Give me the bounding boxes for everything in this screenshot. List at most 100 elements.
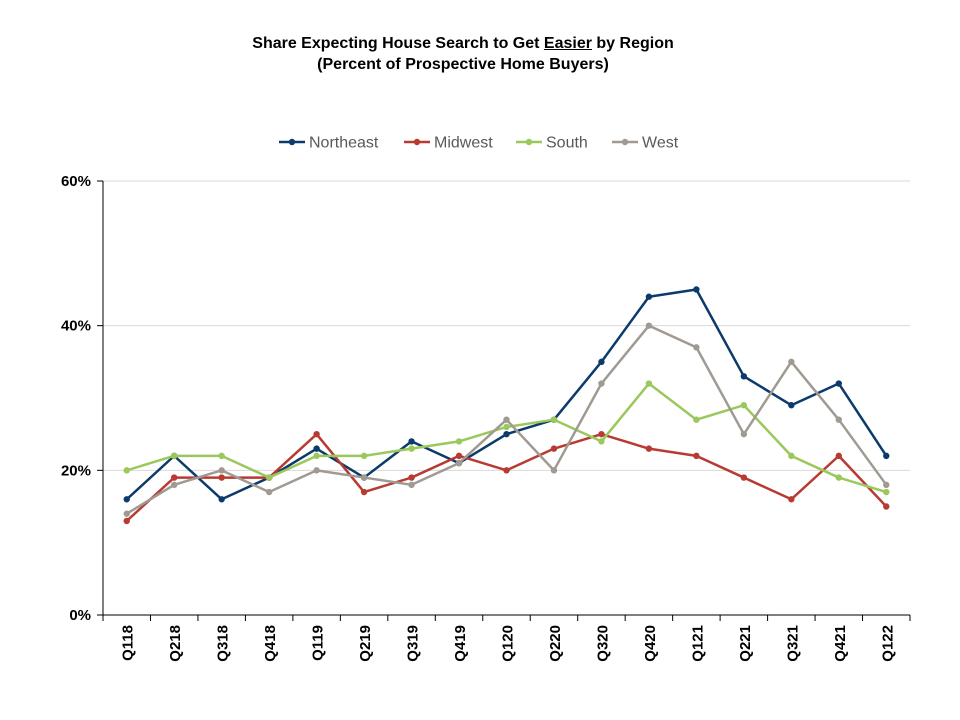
legend[interactable]: Northeast Midwest South West	[279, 135, 679, 152]
legend-item-midwest[interactable]: Midwest	[404, 135, 493, 152]
y-tick-labels: 0% 20% 40% 60%	[61, 173, 91, 624]
x-tick-label: Q419	[452, 625, 469, 662]
x-tick-label: Q418	[262, 625, 279, 662]
x-tick-label: Q421	[832, 625, 849, 662]
data-point-west	[171, 481, 178, 488]
data-point-midwest	[123, 517, 130, 525]
data-point-south	[123, 467, 130, 474]
data-point-midwest	[835, 452, 842, 460]
x-tick-label: Q318	[215, 625, 232, 662]
x-tick-label: Q122	[879, 625, 896, 662]
legend-marker-south	[525, 138, 533, 146]
data-point-midwest	[645, 445, 653, 452]
data-point-west	[408, 481, 415, 488]
data-point-south	[693, 416, 700, 423]
data-point-midwest	[550, 445, 558, 452]
data-point-south	[265, 474, 273, 481]
data-point-northeast	[123, 496, 130, 503]
chart-title: Share Expecting House Search to Get Easi…	[0, 33, 926, 75]
x-tick-label: Q119	[310, 625, 327, 661]
y-tick-label: 20%	[61, 462, 91, 479]
data-point-south	[218, 452, 225, 460]
chart-subtitle: (Percent of Prospective Home Buyers)	[317, 56, 609, 73]
data-point-midwest	[788, 496, 795, 503]
data-point-midwest	[171, 474, 178, 481]
data-point-northeast	[218, 496, 225, 503]
data-point-west	[455, 459, 463, 467]
series-lines	[123, 286, 890, 525]
legend-item-south[interactable]: South	[516, 135, 588, 152]
data-point-northeast	[313, 445, 320, 452]
title-line: Share Expecting House Search to Get Easi…	[0, 33, 926, 54]
axes	[97, 180, 911, 621]
data-point-south	[598, 438, 605, 445]
data-point-south	[503, 423, 510, 431]
x-tick-label: Q420	[642, 625, 659, 662]
y-tick-label: 60%	[61, 173, 91, 190]
data-point-west	[123, 510, 130, 517]
data-point-midwest	[218, 474, 225, 481]
x-tick-label: Q319	[405, 625, 422, 662]
data-point-south	[455, 438, 463, 445]
data-point-west	[835, 416, 842, 423]
data-point-south	[408, 445, 415, 452]
legend-label-midwest: Midwest	[434, 135, 493, 152]
x-tick-label: Q219	[357, 625, 374, 662]
legend-label-south: South	[546, 135, 588, 152]
title-emphasis: Easier	[543, 35, 592, 52]
data-point-south	[550, 416, 558, 423]
data-point-midwest	[740, 474, 748, 481]
x-tick-label: Q320	[594, 625, 611, 662]
data-point-south	[740, 402, 748, 409]
data-point-west	[740, 430, 748, 438]
data-point-midwest	[313, 430, 320, 438]
x-tick-label: Q218	[167, 625, 184, 662]
data-point-midwest	[408, 474, 415, 481]
y-tick-label: 40%	[61, 318, 91, 335]
y-tick-label: 0%	[69, 607, 91, 624]
x-tick-label: Q118	[120, 625, 137, 661]
data-point-south	[360, 452, 368, 460]
data-point-west	[788, 358, 795, 366]
legend-item-west[interactable]: West	[612, 135, 679, 152]
data-point-west	[360, 474, 368, 481]
data-point-northeast	[503, 430, 510, 438]
legend-marker-northeast	[288, 138, 296, 146]
data-point-northeast	[883, 452, 890, 460]
data-point-midwest	[503, 467, 510, 474]
data-point-west	[645, 322, 653, 329]
series-line-midwest	[125, 432, 888, 522]
data-point-west	[503, 416, 510, 423]
data-point-west	[883, 481, 890, 488]
data-point-west	[265, 488, 273, 496]
data-point-midwest	[455, 452, 463, 460]
legend-marker-midwest	[413, 138, 421, 146]
data-point-south	[313, 452, 320, 460]
data-point-midwest	[598, 430, 605, 438]
series-line-south	[126, 382, 887, 494]
series-west	[123, 322, 890, 517]
data-point-south	[645, 380, 653, 387]
data-point-northeast	[788, 402, 795, 409]
data-point-northeast	[408, 438, 415, 445]
data-point-west	[693, 344, 700, 351]
x-tick-label: Q121	[689, 625, 706, 662]
series-south	[123, 380, 890, 496]
data-point-west	[218, 467, 225, 474]
legend-item-northeast[interactable]: Northeast	[279, 135, 379, 152]
data-point-west	[598, 380, 605, 387]
title-suffix: by Region	[591, 35, 674, 52]
legend-label-northeast: Northeast	[309, 135, 379, 152]
x-tick-label: Q221	[737, 625, 754, 662]
data-point-south	[835, 474, 842, 481]
data-point-northeast	[693, 286, 700, 293]
data-point-northeast	[645, 293, 653, 300]
data-point-northeast	[598, 358, 605, 366]
x-tick-label: Q220	[547, 625, 564, 662]
data-point-midwest	[360, 488, 368, 496]
legend-marker-west	[621, 138, 629, 146]
data-point-west	[550, 467, 558, 474]
data-point-south	[883, 488, 890, 496]
data-point-west	[313, 467, 320, 474]
